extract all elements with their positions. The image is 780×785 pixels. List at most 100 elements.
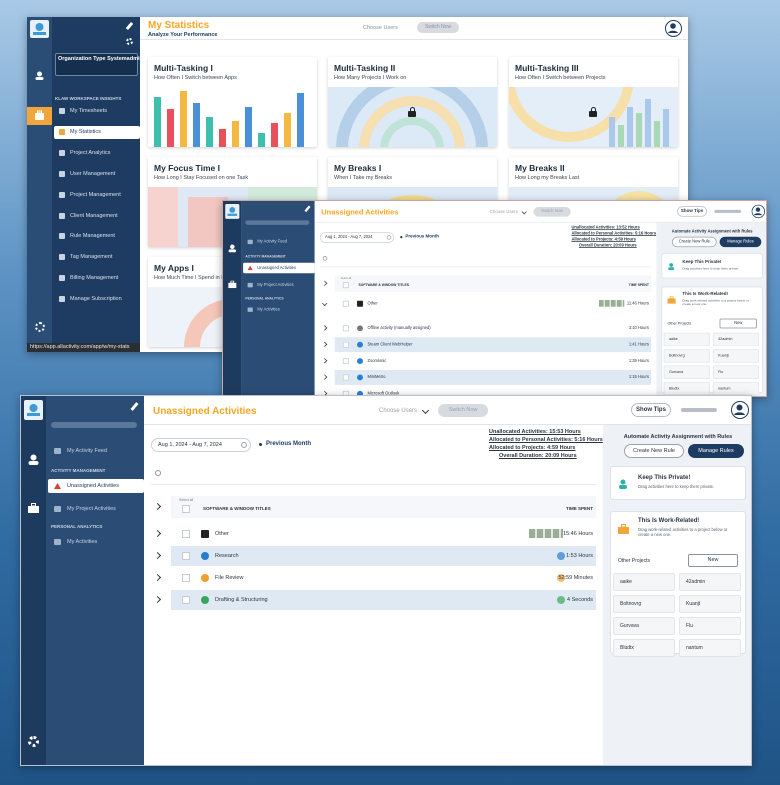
project-chip[interactable]: aaike (663, 332, 710, 347)
briefcase-icon (28, 500, 39, 513)
checkbox[interactable] (182, 505, 190, 513)
activity-row[interactable] (334, 337, 652, 353)
app-badge (557, 574, 565, 582)
project-chip[interactable]: Kuanjt (712, 349, 760, 363)
project-chip[interactable]: aaike (613, 573, 675, 591)
menu-item[interactable]: Tag Management (70, 254, 113, 261)
activity-row[interactable] (171, 590, 596, 610)
activity-row[interactable] (334, 370, 652, 385)
switch-button[interactable]: Switch Now (438, 404, 488, 417)
menu-item[interactable]: User Management (70, 170, 116, 177)
stat-card[interactable]: Multi-Tasking II How Many Projects I Work… (328, 57, 497, 147)
menu-item[interactable]: My Project Activities (67, 506, 116, 512)
card-thumbnail (509, 57, 678, 147)
project-chip[interactable]: Boltnovrg (663, 349, 710, 363)
checkbox[interactable] (182, 574, 190, 582)
project-chip[interactable]: Flu (679, 617, 741, 635)
menu-item[interactable]: Unassigned Activities (67, 483, 119, 489)
menu-item[interactable]: My Activities (257, 307, 280, 312)
previous-month[interactable]: Previous Month (266, 441, 312, 447)
dashboard-pill (245, 220, 310, 225)
checkbox[interactable] (182, 530, 190, 538)
create-rule[interactable]: Create New Rule (671, 236, 717, 248)
decoration (37, 71, 42, 77)
checkbox[interactable] (182, 552, 190, 560)
decoration (297, 93, 304, 147)
checkbox[interactable] (342, 374, 349, 381)
manage-rules[interactable]: Manage Rules (719, 236, 762, 248)
switch-button[interactable]: Switch Now (417, 22, 459, 33)
app-icon (201, 552, 209, 560)
project-chip[interactable]: Gurvava (663, 365, 710, 379)
project-chip[interactable]: Boltnovrg (613, 595, 675, 613)
checkbox[interactable] (342, 325, 349, 332)
header-rule (144, 424, 751, 425)
menu-item[interactable]: Client Management (70, 212, 118, 219)
project-chip[interactable]: 42admin (712, 332, 760, 347)
decoration (663, 109, 669, 147)
table-header (334, 275, 652, 292)
checkbox[interactable] (342, 341, 349, 348)
project-chip[interactable]: Flu (712, 365, 760, 379)
stat-card[interactable]: Multi-Tasking I How Often I Switch betwee… (148, 57, 317, 147)
menu-item[interactable]: Project Management (70, 191, 121, 198)
time-spent: 15:46 Hours (563, 531, 593, 537)
project-chip[interactable]: Kuanjt (679, 595, 741, 613)
project-chip[interactable]: Gurvava (613, 617, 675, 635)
activity-row[interactable] (334, 296, 652, 312)
menu-item[interactable]: My Activity Feed (257, 239, 288, 245)
menu-item[interactable]: My Timesheets (70, 108, 107, 114)
decoration (27, 413, 40, 416)
activity-row[interactable] (334, 320, 652, 336)
avatar[interactable] (665, 20, 682, 37)
date-picker[interactable]: Aug 1, 2024 - Aug 7, 2024 (151, 438, 251, 452)
menu-item[interactable]: My Project Activities (257, 282, 294, 288)
activity-row[interactable] (171, 546, 596, 566)
avatar[interactable] (751, 204, 766, 219)
avatar[interactable] (731, 401, 749, 419)
column-title: SOFTWARE & WINDOW TITLES (358, 282, 409, 287)
checkbox[interactable] (182, 596, 190, 604)
menu-item[interactable]: Unassigned Activities (257, 265, 296, 271)
manage-rules[interactable]: Manage Rules (688, 444, 744, 458)
menu-item[interactable]: My Activities (67, 539, 98, 545)
column-time: TIME SPENT (565, 506, 593, 511)
activity-row[interactable] (334, 353, 652, 369)
menu-item[interactable]: My Statistics (70, 128, 101, 135)
date-picker[interactable]: Aug 1, 2024 - Aug 7, 2024 (319, 232, 395, 243)
user-picker[interactable]: Choose Users (379, 408, 418, 414)
new-button[interactable]: New (688, 554, 738, 567)
tips-button[interactable]: Show Tips (677, 206, 707, 217)
user-picker[interactable]: Choose Users (363, 25, 398, 31)
checkbox[interactable] (342, 358, 349, 365)
checkbox[interactable] (342, 282, 349, 289)
previous-month[interactable]: Previous Month (405, 234, 439, 239)
activity-row[interactable] (334, 386, 652, 396)
new-button[interactable]: New (719, 318, 757, 329)
project-chip[interactable]: Bludtx (663, 381, 710, 396)
checkbox[interactable] (342, 300, 349, 307)
activity-row[interactable] (171, 568, 596, 588)
project-chip[interactable]: nantum (712, 381, 760, 396)
menu-item[interactable]: My Activity Feed (67, 448, 108, 454)
org-name: Organization Type Systemadmin (58, 56, 143, 62)
decoration (668, 267, 675, 271)
app-icon (201, 574, 209, 582)
create-rule[interactable]: Create New Rule (624, 444, 684, 458)
project-chip[interactable]: Bludtx (613, 639, 675, 657)
user-picker[interactable]: Choose Users (489, 209, 518, 215)
app-icon (357, 325, 363, 332)
project-chip[interactable]: nantum (679, 639, 741, 657)
tips-button[interactable]: Show Tips (631, 403, 671, 417)
stat-card[interactable]: Multi-Tasking III How Often I Switch betw… (509, 57, 678, 147)
checkbox[interactable] (342, 390, 349, 396)
switch-button[interactable]: Switch Now (533, 206, 571, 217)
activity-row[interactable] (171, 524, 596, 544)
menu-item[interactable]: Billing Management (70, 275, 119, 282)
project-chip[interactable]: 42admin (679, 573, 741, 591)
menu-item[interactable]: Rule Management (70, 233, 115, 240)
menu-item[interactable]: Manage Subscription (70, 296, 122, 303)
decoration (29, 404, 38, 412)
menu-item[interactable]: Project Analytics (70, 149, 111, 156)
card-subtitle: How Many Projects I Work on (334, 75, 407, 81)
